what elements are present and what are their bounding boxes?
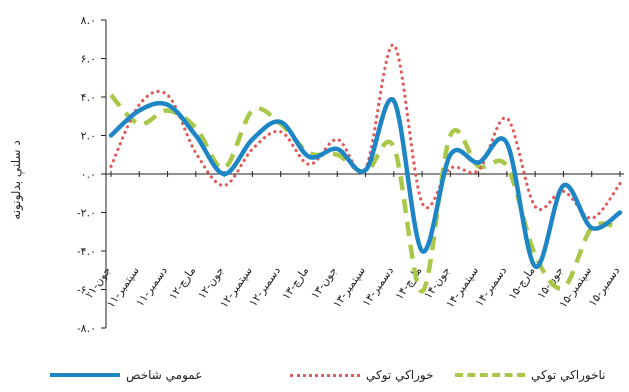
x-tick-label: مارچ-۱۲ xyxy=(166,264,198,302)
y-tick-label: -۸.۰ xyxy=(77,322,96,335)
x-tick-label: مارچ-۱۴ xyxy=(393,264,425,302)
series-lines xyxy=(108,43,623,294)
x-tick-label: مارچ-۱۳ xyxy=(279,264,311,302)
legend-label-non-food-items: ناخوراکي توکي xyxy=(531,368,606,382)
series-line-general-index xyxy=(108,96,623,269)
y-tick-label: ۰.۰ xyxy=(81,168,96,181)
y-tick-label: ۴.۰ xyxy=(81,91,96,104)
y-axis-label: د سلنې بدلونونه xyxy=(9,140,25,219)
legend-general-index: عمومي شاخص xyxy=(50,364,202,386)
legend-swatch-non-food-items xyxy=(455,373,525,377)
y-tick-label: -۶.۰ xyxy=(77,284,96,297)
x-axis: جون-۱۱سپتمبر-۱۱دسمبر-۱۱مارچ-۱۲جون-۱۲سپتم… xyxy=(82,171,624,310)
legend-label-food-items: خوراکي توکي xyxy=(366,368,434,382)
x-tick-label: مارچ-۱۵ xyxy=(506,264,538,302)
y-tick-label: ۶.۰ xyxy=(81,53,96,66)
legend-swatch-general-index xyxy=(50,373,120,377)
y-tick-label: ۲.۰ xyxy=(81,130,96,143)
legend-label-general-index: عمومي شاخص xyxy=(126,368,203,382)
legend-non-food-items: ناخوراکي توکي xyxy=(455,364,606,386)
series-line-non-food-items xyxy=(109,93,621,294)
y-tick-label: ۸.۰ xyxy=(81,14,96,27)
y-tick-label: -۲.۰ xyxy=(77,207,96,220)
legend-swatch-food-items xyxy=(290,373,360,377)
y-tick-label: -۴.۰ xyxy=(77,245,96,258)
legend-food-items: خوراکي توکي xyxy=(290,364,434,386)
series-line-food-items xyxy=(109,43,622,220)
y-axis: ۸.۰ ۶.۰ ۴.۰ ۲.۰ ۰.۰ -۲.۰ -۴.۰ -۶.۰ -۸.۰ xyxy=(77,14,107,335)
